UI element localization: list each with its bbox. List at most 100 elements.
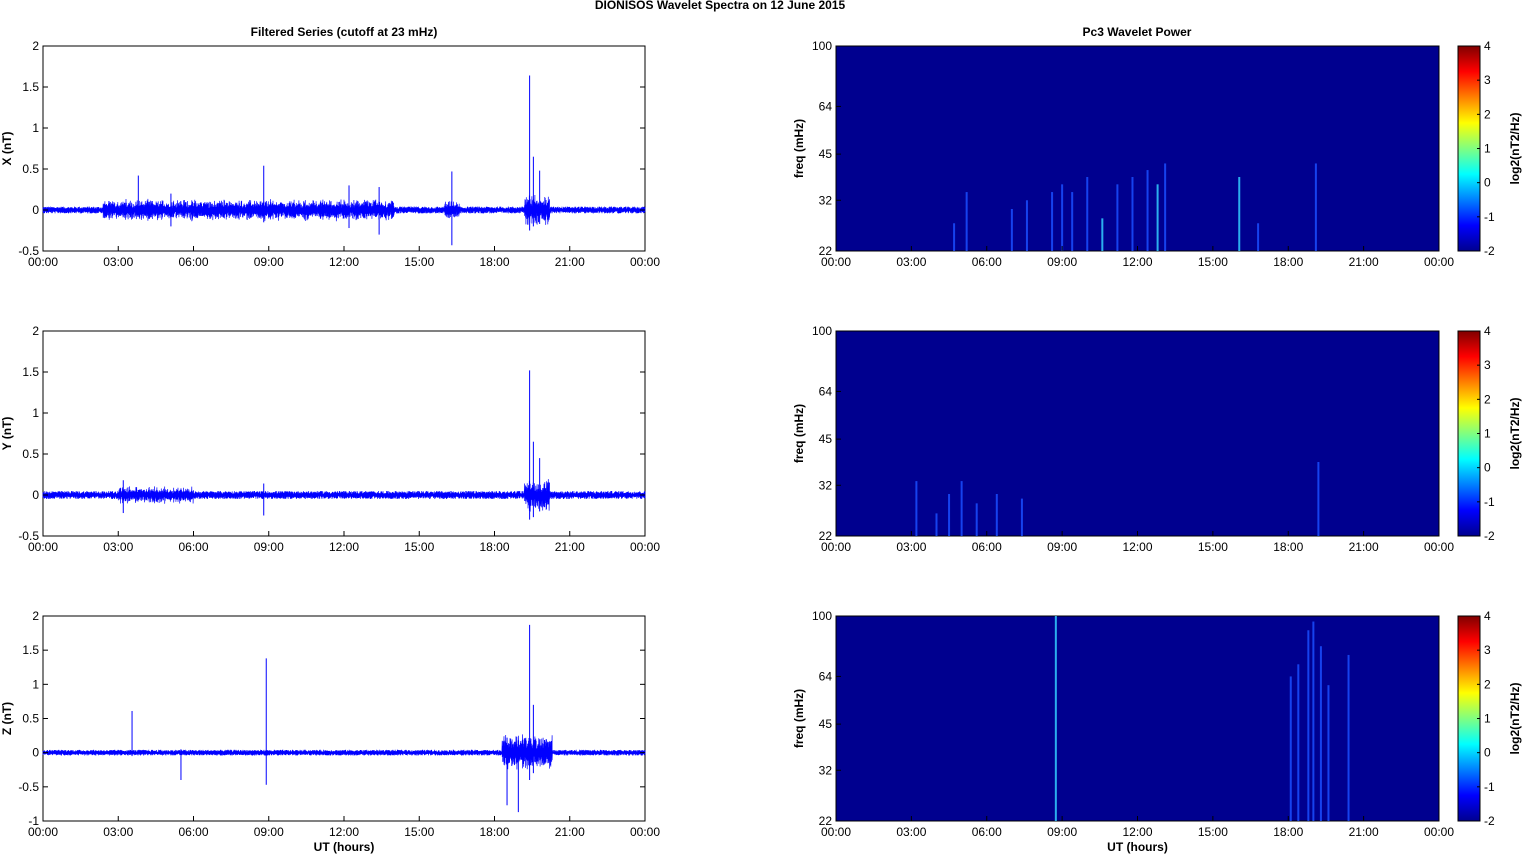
- series-xtick-label: 00:00: [630, 825, 660, 839]
- series-ytick-label: 1.5: [22, 643, 39, 657]
- wavelet-xtick-label: 06:00: [972, 825, 1002, 839]
- wavelet-ytick-label: 64: [819, 669, 833, 683]
- wavelet-xtick-label: 15:00: [1198, 540, 1228, 554]
- wavelet-streak: [1307, 630, 1310, 821]
- series-xtick-label: 00:00: [28, 540, 58, 554]
- colorbar-tick-label: 1: [1484, 427, 1491, 441]
- wavelet-ytick-label: 64: [819, 384, 833, 398]
- series-ytick-label: 1: [32, 121, 39, 135]
- wavelet-streak: [1317, 462, 1320, 536]
- left-column-title: Filtered Series (cutoff at 23 mHz): [251, 25, 438, 39]
- series-ytick-label: 2: [32, 324, 39, 338]
- wavelet-xtick-label: 00:00: [1424, 540, 1454, 554]
- series-axes-frame: [42, 615, 646, 822]
- wavelet-ytick-label: 100: [812, 39, 832, 53]
- wavelet-streak: [1020, 498, 1023, 536]
- series-xtick-label: 09:00: [254, 540, 284, 554]
- colorbar-tick-label: 1: [1484, 142, 1491, 156]
- colorbar-tick-label: 0: [1484, 461, 1491, 475]
- wavelet-xtick-label: 00:00: [821, 825, 851, 839]
- colorbar-tick-label: 3: [1484, 358, 1491, 372]
- series-ytick-label: 2: [32, 609, 39, 623]
- wavelet-xtick-label: 12:00: [1122, 255, 1152, 269]
- wavelet-streak: [935, 513, 938, 536]
- series-xtick-label: 03:00: [103, 825, 133, 839]
- colorbar-tick-label: 1: [1484, 712, 1491, 726]
- series-xtick-label: 00:00: [28, 255, 58, 269]
- series-axes-frame: [42, 45, 646, 252]
- wavelet-streak: [1297, 664, 1300, 821]
- wavelet-xtick-label: 00:00: [1424, 825, 1454, 839]
- wavelet-xlabel: UT (hours): [1107, 840, 1168, 854]
- series-ytick-label: 1.5: [22, 80, 39, 94]
- series-xtick-label: 06:00: [178, 255, 208, 269]
- wavelet-streak: [1146, 170, 1149, 251]
- wavelet-xtick-label: 06:00: [972, 255, 1002, 269]
- wavelet-ytick-label: 32: [819, 763, 833, 777]
- series-xtick-label: 15:00: [404, 255, 434, 269]
- wavelet-ytick-label: 45: [819, 147, 833, 161]
- wavelet-xtick-label: 00:00: [821, 540, 851, 554]
- wavelet-xtick-label: 15:00: [1198, 825, 1228, 839]
- wavelet-xtick-label: 06:00: [972, 540, 1002, 554]
- series-ylabel: X (nT): [0, 132, 14, 166]
- series-ytick-label: 1: [32, 677, 39, 691]
- colorbar-tick-label: 4: [1484, 39, 1491, 53]
- wavelet-streak: [1312, 621, 1315, 821]
- series-trace: [42, 479, 646, 512]
- colorbar-tick-label: 2: [1484, 107, 1491, 121]
- wavelet-streak: [1051, 192, 1054, 251]
- wavelet-map: [835, 330, 1440, 537]
- wavelet-streak: [1071, 192, 1074, 251]
- series-ytick-label: 1: [32, 406, 39, 420]
- series-xtick-label: 03:00: [103, 540, 133, 554]
- wavelet-xtick-label: 18:00: [1273, 255, 1303, 269]
- wavelet-streak: [1061, 184, 1064, 251]
- wavelet-xtick-label: 09:00: [1047, 825, 1077, 839]
- wavelet-xtick-label: 09:00: [1047, 255, 1077, 269]
- series-xtick-label: 18:00: [479, 540, 509, 554]
- series-axes-frame: [42, 330, 646, 537]
- wavelet-streak: [1025, 200, 1028, 251]
- colorbar-tick-label: -2: [1484, 814, 1495, 828]
- colorbar-tick-label: 4: [1484, 609, 1491, 623]
- wavelet-ytick-label: 22: [819, 529, 833, 543]
- series-ytick-label: 0.5: [22, 162, 39, 176]
- wavelet-streak: [960, 481, 963, 536]
- wavelet-ytick-label: 32: [819, 478, 833, 492]
- series-xtick-label: 00:00: [28, 825, 58, 839]
- colorbar-tick-label: -2: [1484, 244, 1495, 258]
- wavelet-streak: [953, 223, 956, 251]
- series-xtick-label: 12:00: [329, 825, 359, 839]
- series-xtick-label: 09:00: [254, 825, 284, 839]
- colorbar-label: log2(nT2/Hz): [1508, 683, 1522, 755]
- wavelet-streak: [1289, 676, 1292, 821]
- wavelet-ylabel: freq (mHz): [792, 689, 806, 748]
- colorbar-tick-label: 2: [1484, 392, 1491, 406]
- series-panel-y: 21.510.50-0.500:00 03:00 06:00 09:00 12:00 15…: [0, 324, 660, 554]
- series-ytick-label: -0.5: [18, 244, 39, 258]
- series-xtick-label: 15:00: [404, 540, 434, 554]
- wavelet-xtick-label: 00:00: [1424, 255, 1454, 269]
- wavelet-ytick-label: 64: [819, 99, 833, 113]
- colorbar-tick-label: 0: [1484, 746, 1491, 760]
- colorbar-tick-label: 4: [1484, 324, 1491, 338]
- wavelet-xtick-label: 09:00: [1047, 540, 1077, 554]
- series-xtick-label: 21:00: [555, 255, 585, 269]
- colorbar-tick-label: -1: [1484, 495, 1495, 509]
- series-ytick-label: -0.5: [18, 780, 39, 794]
- wavelet-xtick-label: 12:00: [1122, 540, 1152, 554]
- wavelet-streak: [915, 481, 918, 536]
- wavelet-ytick-label: 100: [812, 609, 832, 623]
- wavelet-xtick-label: 03:00: [896, 255, 926, 269]
- series-ytick-label: 0: [32, 203, 39, 217]
- wavelet-xtick-label: 21:00: [1349, 255, 1379, 269]
- colorbar-tick-label: 0: [1484, 176, 1491, 190]
- wavelet-xtick-label: 03:00: [896, 540, 926, 554]
- series-ytick-label: -0.5: [18, 529, 39, 543]
- wavelet-ytick-label: 22: [819, 244, 833, 258]
- series-xtick-label: 21:00: [555, 540, 585, 554]
- series-xtick-label: 03:00: [103, 255, 133, 269]
